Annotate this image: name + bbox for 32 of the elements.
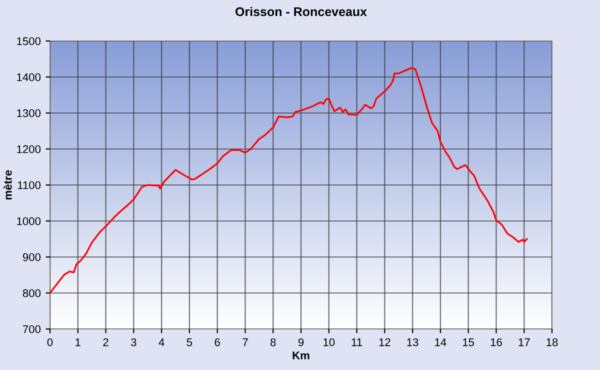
x-tick-label: 7: [242, 338, 248, 346]
x-tick-label: 10: [324, 338, 335, 346]
x-tick-label: 2: [103, 338, 108, 346]
x-tick-label: 1: [76, 338, 80, 346]
y-tick-label: 1200: [17, 145, 41, 154]
y-tick-label: 1100: [18, 181, 41, 190]
y-tick-label: 900: [22, 253, 41, 262]
y-tick-label: 1400: [17, 73, 41, 82]
y-tick-label: 700: [23, 325, 41, 334]
x-tick-label: 17: [518, 338, 530, 346]
y-tick-label: 1300: [17, 109, 41, 118]
x-tick-label: 9: [298, 338, 304, 346]
line-series: [50, 67, 528, 294]
x-tick-label: 16: [490, 338, 502, 346]
chart-title: Orisson - Ronceveaux: [236, 6, 367, 16]
x-axis-title: Km: [292, 352, 310, 360]
y-tick-label: 1500: [17, 37, 41, 46]
y-tick-label: 1000: [17, 217, 41, 226]
x-tick-label: 18: [546, 338, 558, 346]
x-tick-label: 13: [407, 338, 418, 346]
x-tick-label: 8: [270, 338, 276, 346]
y-axis-title: mètre: [4, 170, 12, 200]
x-tick-label: 0: [47, 338, 53, 346]
x-tick-label: 11: [352, 338, 362, 346]
y-tick-label: 800: [22, 289, 41, 298]
x-tick-label: 3: [131, 338, 136, 346]
x-tick-label: 14: [435, 338, 446, 346]
x-tick-label: 12: [379, 338, 390, 346]
x-tick-label: 5: [186, 338, 192, 346]
x-tick-label: 15: [463, 338, 474, 346]
x-tick-label: 6: [214, 338, 220, 346]
x-tick-label: 4: [158, 338, 164, 346]
